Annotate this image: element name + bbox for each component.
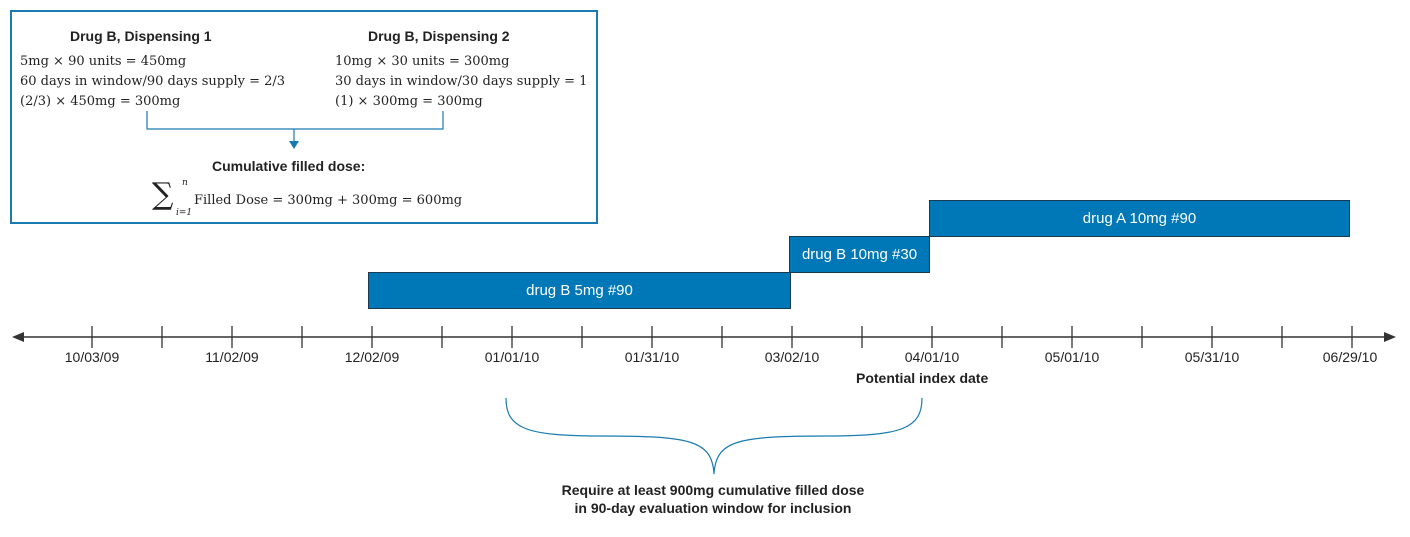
cumulative-dose-title: Cumulative filled dose:: [212, 158, 366, 174]
bar-drug-b-10mg: drug B 10mg #30: [789, 236, 930, 273]
dispensing-2-line-3: (1) × 300mg = 300mg: [335, 94, 483, 109]
tick-label: 11/02/09: [205, 349, 259, 365]
dispensing-2-title: Drug B, Dispensing 2: [368, 28, 510, 44]
dispensing-2-line-2: 30 days in window/30 days supply = 1: [335, 74, 588, 89]
combine-arrow-head: [289, 141, 299, 149]
sum-upper-limit: n: [182, 178, 188, 188]
bar-drug-b-5mg: drug B 5mg #90: [368, 272, 791, 309]
calculation-box: Drug B, Dispensing 1 5mg × 90 units = 45…: [10, 10, 598, 224]
evaluation-window-brace: [505, 397, 923, 475]
tick-label: 10/03/09: [64, 349, 120, 365]
window-note-line-2: in 90-day evaluation window for inclusio…: [574, 500, 852, 516]
tick-label: 01/01/10: [484, 349, 540, 365]
potential-index-date-label: Potential index date: [856, 370, 989, 386]
sum-expression: Filled Dose = 300mg + 300mg = 600mg: [194, 193, 463, 208]
tick-label: 01/31/10: [624, 349, 680, 365]
axis-ticks: [91, 326, 1353, 348]
dispensing-1-title: Drug B, Dispensing 1: [70, 28, 212, 44]
tick-label: 03/02/10: [764, 349, 820, 365]
bar-drug-a-10mg: drug A 10mg #90: [929, 200, 1350, 237]
window-note-line-1: Require at least 900mg cumulative filled…: [561, 482, 865, 498]
tick-label: 12/02/09: [344, 349, 400, 365]
evaluation-window-note: Require at least 900mg cumulative filled…: [440, 481, 986, 517]
tick-label: 05/31/10: [1184, 349, 1240, 365]
axis-right-arrow: [1384, 332, 1396, 342]
sigma-symbol: ∑: [152, 177, 174, 212]
tick-label: 05/01/10: [1044, 349, 1100, 365]
tick-label: 04/01/10: [904, 349, 960, 365]
dispensing-1-line-2: 60 days in window/90 days supply = 2/3: [20, 74, 286, 89]
dispensing-1-line-3: (2/3) × 450mg = 300mg: [20, 94, 181, 109]
axis-left-arrow: [12, 332, 24, 342]
tick-label: 06/29/10: [1322, 349, 1378, 365]
dispensing-1-line-1: 5mg × 90 units = 450mg: [20, 54, 187, 69]
dispensing-2-line-1: 10mg × 30 units = 300mg: [335, 54, 510, 69]
combine-bracket: [146, 111, 444, 130]
sum-lower-limit: i=1: [176, 208, 193, 218]
